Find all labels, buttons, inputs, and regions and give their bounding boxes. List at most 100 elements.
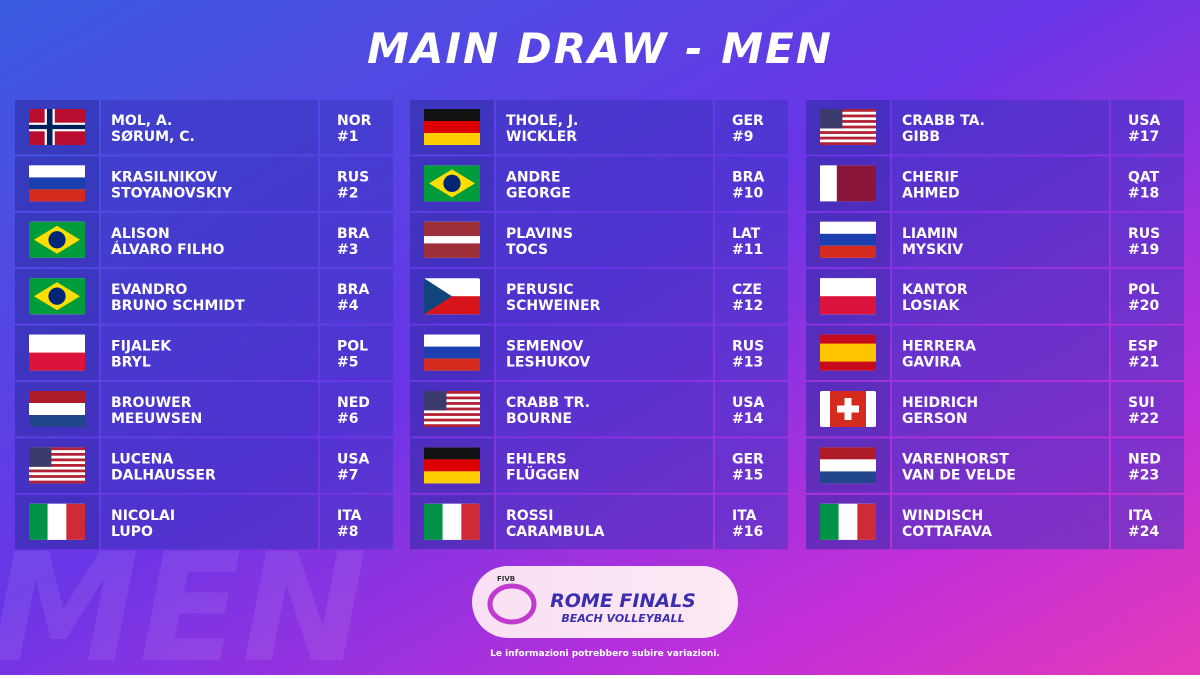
country-code: CZE <box>732 282 762 298</box>
seed: #16 <box>732 524 763 540</box>
flag-stripe <box>29 189 85 202</box>
player-name: VAN DE VELDE <box>902 467 1016 483</box>
player-name: SCHWEINER <box>506 298 601 314</box>
flag-stripe <box>820 221 876 234</box>
flag-stripe <box>29 475 85 478</box>
row-country-cell <box>1111 156 1184 211</box>
seed: #8 <box>337 524 358 540</box>
country-code: BRA <box>732 169 764 185</box>
row-name-cell <box>892 438 1109 493</box>
flag-stripe <box>820 131 876 134</box>
seed: #5 <box>337 355 358 371</box>
row-country-cell <box>320 212 393 268</box>
flag-stripe <box>820 503 839 540</box>
flag-stripe <box>424 424 480 427</box>
row-country-cell <box>320 438 393 493</box>
row-name-cell <box>496 382 713 437</box>
row-name-cell <box>892 382 1109 437</box>
player-name: HEIDRICH <box>902 395 978 411</box>
logo-org: FIVB <box>497 575 515 583</box>
flag-stripe <box>424 358 480 371</box>
row-name-cell <box>101 325 318 380</box>
logo-badge <box>472 566 738 638</box>
player-name: MEEUWSEN <box>111 411 202 427</box>
player-name: BROUWER <box>111 395 192 411</box>
row-name-cell <box>101 494 318 550</box>
row-country-cell <box>715 156 788 211</box>
player-name: ANDRE <box>506 169 561 185</box>
flag-stripe <box>820 114 876 118</box>
team-row: CRABB TA.GIBB USA#17 <box>806 100 1184 155</box>
player-name: CARAMBULA <box>506 524 605 540</box>
flag-canton <box>424 391 447 411</box>
flag-stripe <box>424 402 480 405</box>
flag-stripe <box>424 236 480 244</box>
row-name-cell <box>496 212 713 268</box>
flag-cross <box>837 405 859 413</box>
player-name: LIAMIN <box>902 226 958 242</box>
flag-stripe <box>461 503 480 540</box>
country-code: POL <box>1128 282 1159 298</box>
player-name: WICKLER <box>506 129 577 145</box>
country-code: RUS <box>337 169 369 185</box>
country-code: NED <box>1128 451 1161 467</box>
row-country-cell <box>320 100 393 155</box>
flag-globe <box>48 287 66 305</box>
row-name-cell <box>496 438 713 493</box>
flag-stripe <box>442 503 462 540</box>
flag-stripe <box>820 120 876 123</box>
flag-stripe <box>424 396 480 400</box>
country-code: GER <box>732 451 764 467</box>
player-name: TOCS <box>506 242 548 258</box>
row-country-cell <box>320 156 393 211</box>
flag-stripe <box>857 503 876 540</box>
flag-stripe <box>820 278 876 297</box>
row-name-cell <box>496 269 713 324</box>
country-code: SUI <box>1128 395 1155 411</box>
country-code: QAT <box>1128 169 1160 185</box>
seed: #20 <box>1128 298 1159 314</box>
player-name: BOURNE <box>506 411 572 427</box>
row-country-cell <box>320 269 393 324</box>
player-name: NICOLAI <box>111 508 175 524</box>
player-name: DALHAUSSER <box>111 467 216 483</box>
flag-hoist <box>820 165 837 202</box>
seed: #15 <box>732 467 763 483</box>
flag-stripe <box>66 503 85 540</box>
seed: #3 <box>337 242 358 258</box>
player-name: CHERIF <box>902 169 959 185</box>
player-name: STOYANOVSKIY <box>111 185 233 201</box>
draw-column: MOL, A.SØRUM, C. NOR#1 KRASILNIKOVSTOYANOV… <box>15 100 393 550</box>
row-name-cell <box>101 382 318 437</box>
country-code: BRA <box>337 282 369 298</box>
player-name: EHLERS <box>506 451 567 467</box>
logo-ball <box>487 583 537 625</box>
seed: #7 <box>337 467 358 483</box>
flag-stripe <box>424 471 480 484</box>
player-name: KRASILNIKOV <box>111 169 217 185</box>
row-name-cell <box>496 494 713 550</box>
row-country-cell <box>715 438 788 493</box>
flag-stripe <box>29 415 85 427</box>
row-country-cell <box>320 325 393 380</box>
row-country-cell <box>715 382 788 437</box>
logo-name: ROME FINALS <box>550 590 696 612</box>
country-code: NED <box>337 395 370 411</box>
seed: #6 <box>337 411 358 427</box>
flag-stripe <box>424 407 480 411</box>
country-code: USA <box>337 451 369 467</box>
player-name: LUCENA <box>111 451 173 467</box>
row-name-cell <box>101 100 318 155</box>
row-country-cell <box>715 212 788 268</box>
player-name: GEORGE <box>506 185 571 201</box>
